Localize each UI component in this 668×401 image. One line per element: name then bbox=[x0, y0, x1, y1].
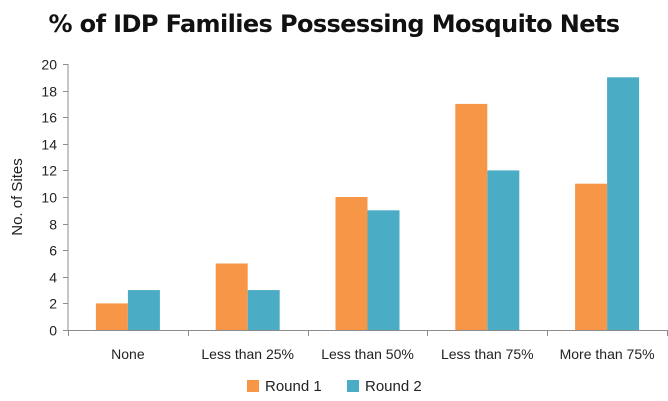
bar-round-1-1 bbox=[215, 263, 248, 330]
x-category-label: None bbox=[111, 346, 145, 362]
bar-round-2-4 bbox=[607, 77, 640, 330]
y-tick-label: 2 bbox=[49, 296, 57, 312]
bars bbox=[95, 77, 640, 331]
y-tick-label: 20 bbox=[41, 57, 57, 73]
bar-round-2-1 bbox=[247, 290, 280, 330]
axes bbox=[63, 64, 668, 336]
y-tick-label: 6 bbox=[49, 243, 57, 259]
y-tick-label: 14 bbox=[41, 137, 57, 153]
legend-label: Round 1 bbox=[265, 378, 322, 395]
bar-round-1-2 bbox=[335, 197, 368, 330]
legend-label: Round 2 bbox=[365, 378, 422, 395]
bar-round-1-3 bbox=[455, 103, 488, 331]
y-tick-label: 12 bbox=[41, 163, 57, 179]
bar-round-1-0 bbox=[95, 303, 128, 330]
x-category-label: More than 75% bbox=[560, 346, 655, 362]
bar-round-2-0 bbox=[127, 290, 160, 330]
x-category-label: Less than 25% bbox=[201, 346, 294, 362]
y-tick-label: 18 bbox=[41, 84, 57, 100]
legend-swatch bbox=[347, 380, 359, 392]
legend: Round 1 Round 2 bbox=[247, 378, 422, 395]
x-category-label: Less than 50% bbox=[321, 346, 414, 362]
y-tick-label: 4 bbox=[49, 270, 57, 286]
y-axis-title: No. of Sites bbox=[9, 158, 26, 236]
bar-round-1-4 bbox=[575, 183, 608, 330]
chart-title: % of IDP Families Possessing Mosquito Ne… bbox=[48, 10, 620, 38]
labels: 0 2 4 6 8 10 12 14 16 18 20 No. of Sites None Less th… bbox=[9, 57, 655, 363]
y-tick-label: 8 bbox=[49, 217, 57, 233]
x-category-label: Less than 75% bbox=[441, 346, 534, 362]
bar-round-2-2 bbox=[367, 210, 400, 330]
bar-round-2-3 bbox=[487, 170, 520, 330]
legend-swatch bbox=[247, 380, 259, 392]
y-tick-label: 16 bbox=[41, 110, 57, 126]
y-tick-label: 10 bbox=[41, 190, 57, 206]
y-tick-label: 0 bbox=[49, 323, 57, 339]
